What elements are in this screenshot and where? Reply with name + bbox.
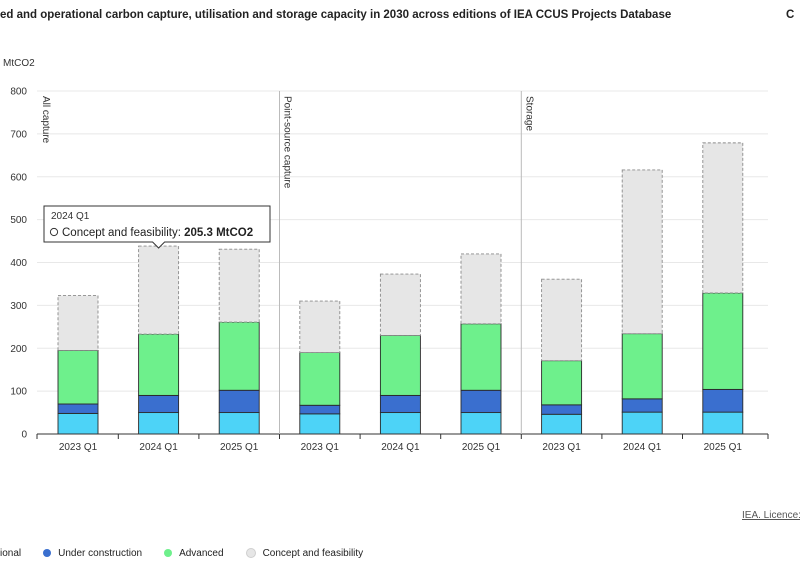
bar-segment-advanced (218, 321, 260, 391)
bar-segment-concept (138, 245, 180, 335)
tooltip: 2024 Q1 Concept and feasibility: 205.3 Mt… (43, 205, 271, 249)
bar-segment-advanced (379, 334, 421, 396)
legend-swatch (245, 548, 256, 558)
y-tick-label: 0 (21, 430, 27, 441)
bar-segment-under_construction (299, 404, 341, 415)
bar-segment-under_construction (379, 394, 421, 414)
bar-segment-operational (460, 412, 502, 435)
legend-item-under_construction[interactable]: Under construction (43, 548, 142, 559)
group-label: Point-source capture (282, 96, 293, 189)
tooltip-label: Concept and feasibility: (62, 227, 184, 239)
y-tick-label: 100 (10, 387, 27, 398)
y-tick-label: 300 (10, 301, 27, 312)
tooltip-period: 2024 Q1 (51, 211, 90, 222)
legend-label: ional (0, 547, 22, 559)
x-tick-label: 2024 Q1 (623, 442, 662, 453)
licence-link[interactable]: IEA. Licence: (742, 510, 800, 521)
bar-segment-advanced (138, 333, 180, 396)
legend-item-operational[interactable]: ional (0, 548, 21, 559)
bar-segment-under_construction (138, 394, 180, 414)
bar-segment-under_construction (460, 389, 502, 414)
bar-segment-operational (379, 412, 421, 435)
bar-segment-advanced (57, 349, 99, 405)
legend-label: Advanced (179, 547, 224, 559)
bar-segment-under_construction (541, 404, 583, 415)
tooltip-value: 205.3 MtCO2 (184, 227, 253, 239)
bar-segment-operational (702, 411, 744, 435)
y-tick-label: 800 (10, 87, 27, 98)
bar-segment-advanced (702, 292, 744, 390)
tooltip-box (43, 205, 271, 249)
bar-segment-advanced (460, 323, 502, 391)
bar-segment-under_construction (621, 398, 663, 413)
group-label: All capture (40, 96, 51, 144)
x-tick-label: 2023 Q1 (59, 442, 98, 453)
bar-segment-concept (57, 295, 99, 351)
bar-segment-concept (702, 142, 744, 294)
y-tick-label: 600 (10, 172, 27, 183)
chart-title: ed and operational carbon capture, utili… (0, 9, 672, 21)
corner-label: C (786, 9, 795, 21)
tooltip-text: Concept and feasibility: 205.3 MtCO2 (62, 227, 253, 239)
bar-segment-under_construction (57, 403, 99, 414)
y-axis-label: MtCO2 (3, 58, 35, 69)
x-tick-label: 2023 Q1 (542, 442, 581, 453)
y-tick-label: 500 (10, 215, 27, 226)
bar-segment-advanced (621, 333, 663, 400)
bar-segment-operational (218, 412, 260, 435)
x-tick-label: 2025 Q1 (462, 442, 501, 453)
bar-segment-operational (57, 412, 99, 435)
x-tick-label: 2025 Q1 (220, 442, 259, 453)
stacked-bar-chart: MtCO2 0 100 200 300 400 500 600 700 800 2023 Q1 202… (3, 58, 769, 453)
x-tick-label: 2023 Q1 (301, 442, 340, 453)
bar-segment-under_construction (702, 388, 744, 413)
legend-label: Under construction (58, 547, 143, 559)
bar-segment-operational (621, 411, 663, 435)
bar-segment-operational (541, 413, 583, 435)
bar-segment-operational (299, 413, 341, 435)
legend-swatch (164, 549, 173, 557)
legend-item-concept[interactable]: Concept and feasibility (245, 547, 364, 559)
x-tick-label: 2024 Q1 (381, 442, 420, 453)
bar-segment-concept (621, 169, 663, 335)
x-tick-label: 2024 Q1 (139, 442, 178, 453)
bar-segment-under_construction (218, 389, 260, 414)
bar-segment-concept (299, 300, 341, 353)
bar-segment-advanced (541, 360, 583, 406)
bar-segment-advanced (299, 352, 341, 406)
y-tick-label: 400 (10, 258, 27, 269)
bar-segment-concept (460, 253, 502, 325)
legend-label: Concept and feasibility (262, 547, 364, 559)
y-tick-label: 700 (10, 129, 27, 140)
legend-item-advanced[interactable]: Advanced (164, 547, 224, 559)
bar-segment-concept (218, 248, 260, 323)
y-tick-label: 200 (10, 344, 27, 355)
bar-segment-concept (379, 273, 421, 336)
bar-segment-concept (541, 278, 583, 362)
legend-swatch (43, 549, 52, 557)
tooltip-marker (49, 227, 59, 237)
group-label: Storage (523, 96, 534, 131)
legend: ional Under construction Advanced Concept a… (0, 545, 385, 561)
x-tick-label: 2025 Q1 (704, 442, 743, 453)
bar-segment-operational (138, 412, 180, 435)
